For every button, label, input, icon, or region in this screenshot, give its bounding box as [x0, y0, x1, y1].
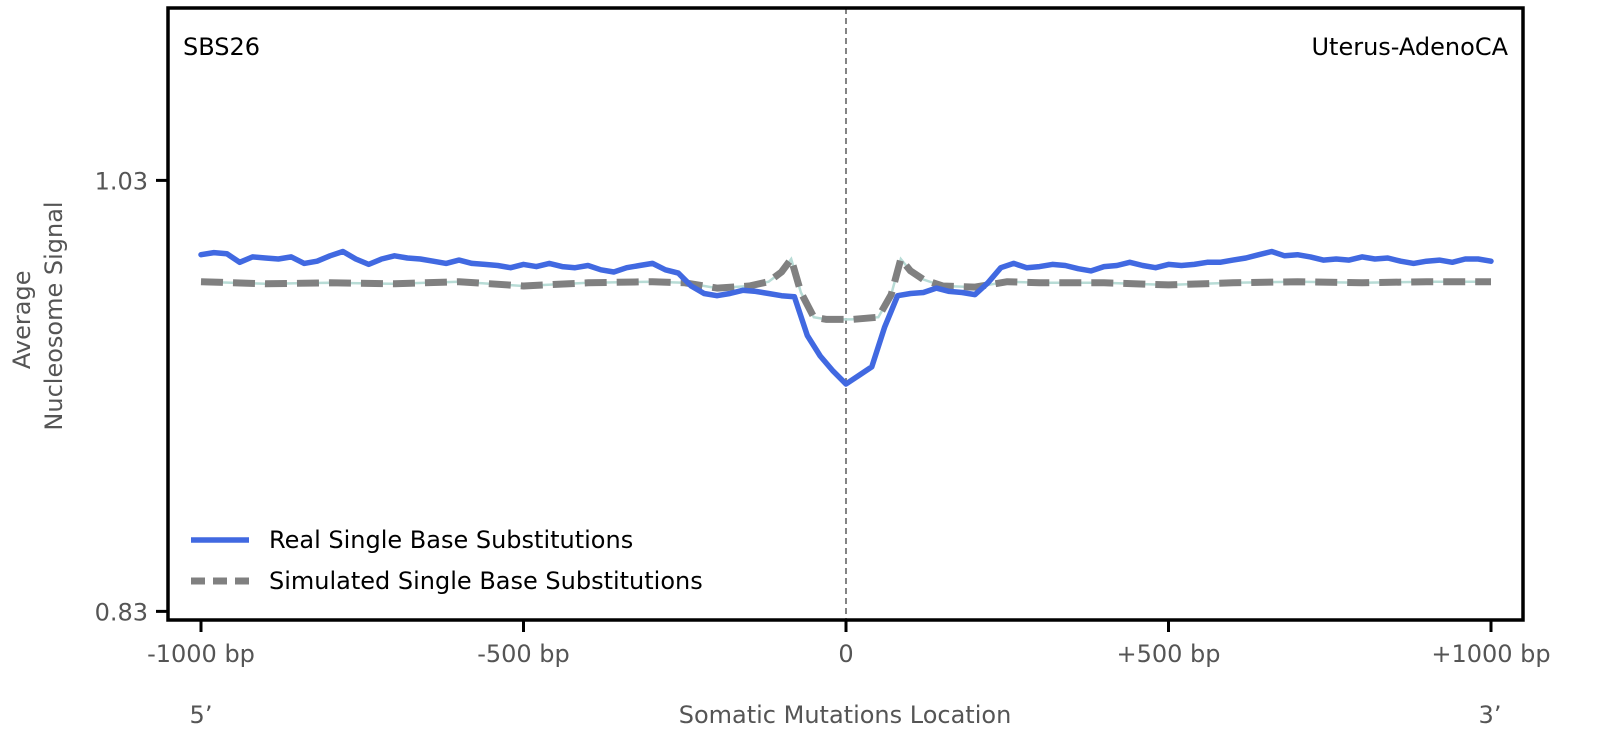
x-end-label-5prime: 5’	[190, 701, 213, 729]
series-line-real	[198, 248, 1494, 387]
x-axis-ticks: -1000 bp -500 bp 0 +500 bp +1000 bp	[147, 620, 1551, 668]
y-axis-title-line2: Nucleosome Signal	[40, 201, 68, 430]
y-tick-label: 1.03	[95, 167, 148, 195]
legend-label-simulated: Simulated Single Base Substitutions	[269, 567, 703, 595]
signature-label: SBS26	[183, 33, 260, 61]
x-end-label-3prime: 3’	[1479, 701, 1502, 729]
x-axis-title: Somatic Mutations Location	[679, 701, 1012, 729]
x-tick-label: 0	[838, 640, 853, 668]
y-axis-title-line1: Average	[8, 271, 36, 370]
series-line-simulated-underlay	[200, 256, 1491, 321]
y-tick-label: 0.83	[95, 598, 148, 626]
legend-label-real: Real Single Base Substitutions	[269, 526, 633, 554]
x-tick-label: -500 bp	[477, 640, 570, 668]
plot-frame	[166, 6, 1525, 622]
x-tick-label: -1000 bp	[147, 640, 255, 668]
series-layer	[198, 248, 1494, 387]
y-axis-title: Average Nucleosome Signal	[8, 201, 68, 430]
legend: Real Single Base Substitutions Simulated…	[191, 526, 703, 595]
x-tick-label: +1000 bp	[1431, 640, 1550, 668]
cancer-type-label: Uterus-AdenoCA	[1311, 33, 1508, 61]
x-tick-label: +500 bp	[1116, 640, 1220, 668]
y-axis-ticks: 1.03 0.83	[95, 167, 168, 626]
